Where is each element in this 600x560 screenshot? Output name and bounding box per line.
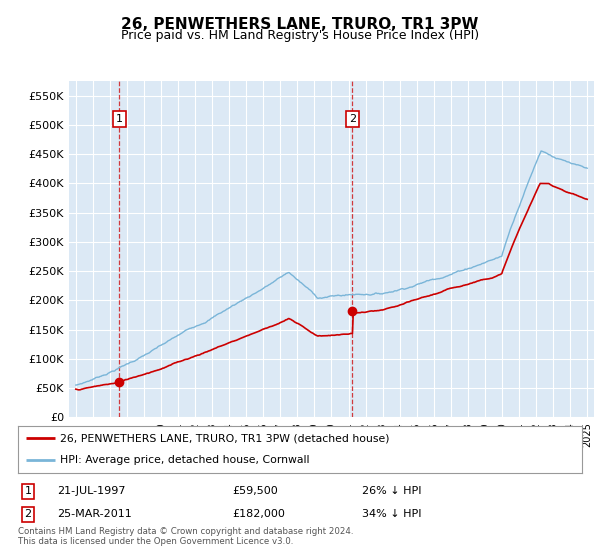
Text: 1: 1	[25, 487, 32, 497]
Text: 21-JUL-1997: 21-JUL-1997	[58, 487, 126, 497]
Text: £182,000: £182,000	[232, 510, 285, 519]
Text: 25-MAR-2011: 25-MAR-2011	[58, 510, 132, 519]
Text: Contains HM Land Registry data © Crown copyright and database right 2024.
This d: Contains HM Land Registry data © Crown c…	[18, 526, 353, 546]
Text: 26% ↓ HPI: 26% ↓ HPI	[362, 487, 422, 497]
Text: Price paid vs. HM Land Registry's House Price Index (HPI): Price paid vs. HM Land Registry's House …	[121, 29, 479, 42]
Text: 26, PENWETHERS LANE, TRURO, TR1 3PW: 26, PENWETHERS LANE, TRURO, TR1 3PW	[121, 17, 479, 32]
Text: £59,500: £59,500	[232, 487, 278, 497]
Text: 34% ↓ HPI: 34% ↓ HPI	[362, 510, 422, 519]
Text: 2: 2	[349, 114, 356, 124]
Text: HPI: Average price, detached house, Cornwall: HPI: Average price, detached house, Corn…	[60, 455, 310, 465]
Text: 26, PENWETHERS LANE, TRURO, TR1 3PW (detached house): 26, PENWETHERS LANE, TRURO, TR1 3PW (det…	[60, 433, 390, 444]
Text: 2: 2	[25, 510, 32, 519]
Text: 1: 1	[116, 114, 123, 124]
